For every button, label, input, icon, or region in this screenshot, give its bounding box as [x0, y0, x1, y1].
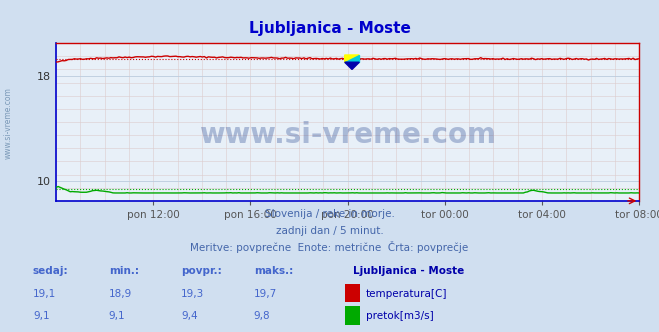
Text: 9,1: 9,1	[109, 311, 125, 321]
Text: maks.:: maks.:	[254, 266, 293, 276]
Text: pretok[m3/s]: pretok[m3/s]	[366, 311, 434, 321]
Text: sedaj:: sedaj:	[33, 266, 69, 276]
Text: 9,1: 9,1	[33, 311, 49, 321]
Text: Ljubljanica - Moste: Ljubljanica - Moste	[353, 266, 464, 276]
Text: 18,9: 18,9	[109, 289, 132, 299]
Polygon shape	[345, 55, 359, 62]
Text: Meritve: povprečne  Enote: metrične  Črta: povprečje: Meritve: povprečne Enote: metrične Črta:…	[190, 241, 469, 253]
Text: 19,7: 19,7	[254, 289, 277, 299]
Polygon shape	[345, 62, 359, 69]
Polygon shape	[345, 55, 359, 62]
Text: www.si-vreme.com: www.si-vreme.com	[199, 121, 496, 149]
Text: Slovenija / reke in morje.: Slovenija / reke in morje.	[264, 209, 395, 219]
Text: povpr.:: povpr.:	[181, 266, 222, 276]
Text: 19,3: 19,3	[181, 289, 204, 299]
Text: 9,8: 9,8	[254, 311, 270, 321]
Text: 9,4: 9,4	[181, 311, 198, 321]
Text: min.:: min.:	[109, 266, 139, 276]
Text: Ljubljanica - Moste: Ljubljanica - Moste	[248, 21, 411, 36]
Text: temperatura[C]: temperatura[C]	[366, 289, 447, 299]
Text: www.si-vreme.com: www.si-vreme.com	[4, 87, 13, 159]
Text: zadnji dan / 5 minut.: zadnji dan / 5 minut.	[275, 226, 384, 236]
Text: 19,1: 19,1	[33, 289, 56, 299]
